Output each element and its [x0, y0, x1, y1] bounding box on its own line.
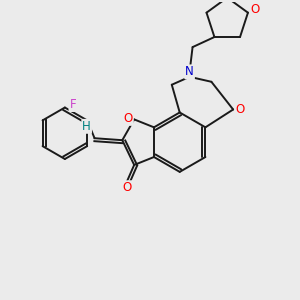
- Text: H: H: [82, 120, 91, 133]
- Text: O: O: [250, 3, 260, 16]
- Text: O: O: [236, 103, 245, 116]
- Text: O: O: [123, 181, 132, 194]
- Text: F: F: [70, 98, 76, 111]
- Text: N: N: [185, 65, 194, 78]
- Text: O: O: [124, 112, 133, 125]
